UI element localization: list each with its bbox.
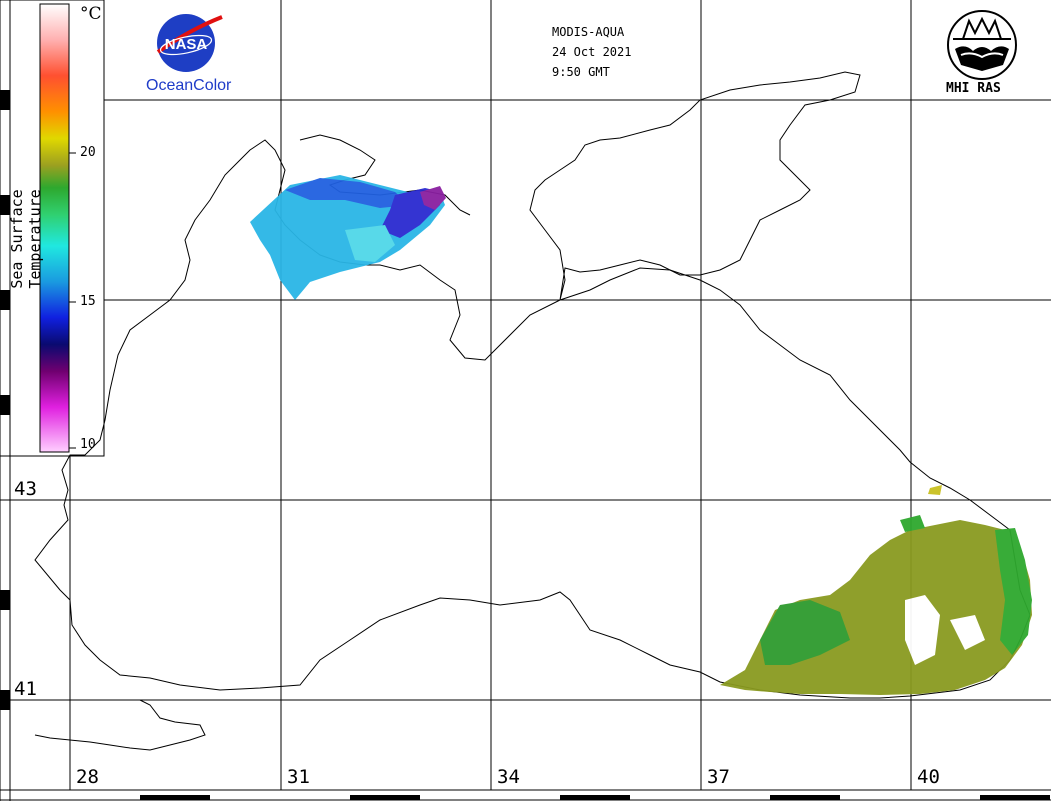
longitude-label-28: 28 xyxy=(76,766,99,788)
acquisition-time: 9:50 GMT xyxy=(552,65,610,79)
longitude-label-31: 31 xyxy=(287,766,310,788)
latitude-label-43: 43 xyxy=(14,478,37,500)
colorbar-tick-15: 15 xyxy=(80,294,96,309)
colorbar-unit: °C xyxy=(80,4,102,24)
coastline-black-sea xyxy=(34,139,1031,699)
nasa-logo: NASA xyxy=(156,14,223,72)
sensor-name: MODIS-AQUA xyxy=(552,25,625,39)
colorbar-title: Sea Surface Temperature xyxy=(8,189,44,289)
acquisition-date: 24 Oct 2021 xyxy=(552,45,632,59)
mhi-ras-logo xyxy=(947,10,1017,80)
colorbar-tick-10: 10 xyxy=(80,437,96,452)
bottom-ruler-blocks xyxy=(140,795,1050,800)
longitude-label-34: 34 xyxy=(497,766,520,788)
sst-southeast xyxy=(720,485,1032,695)
coastline-azov xyxy=(529,71,861,301)
latitude-label-41: 41 xyxy=(14,678,37,700)
left-ruler-blocks xyxy=(0,90,10,710)
oceancolor-label: OceanColor xyxy=(146,77,232,94)
nasa-logo-text: NASA xyxy=(165,36,208,53)
colorbar-gradient xyxy=(39,3,70,453)
colorbar-tick-20: 20 xyxy=(80,145,96,160)
longitude-label-40: 40 xyxy=(917,766,940,788)
colorbar-tick-marks xyxy=(69,152,76,449)
longitude-label-37: 37 xyxy=(707,766,730,788)
coastline-bosporus xyxy=(34,699,206,751)
sst-northwest-shelf xyxy=(250,175,446,300)
mhi-ras-label: MHI RAS xyxy=(946,81,1001,96)
